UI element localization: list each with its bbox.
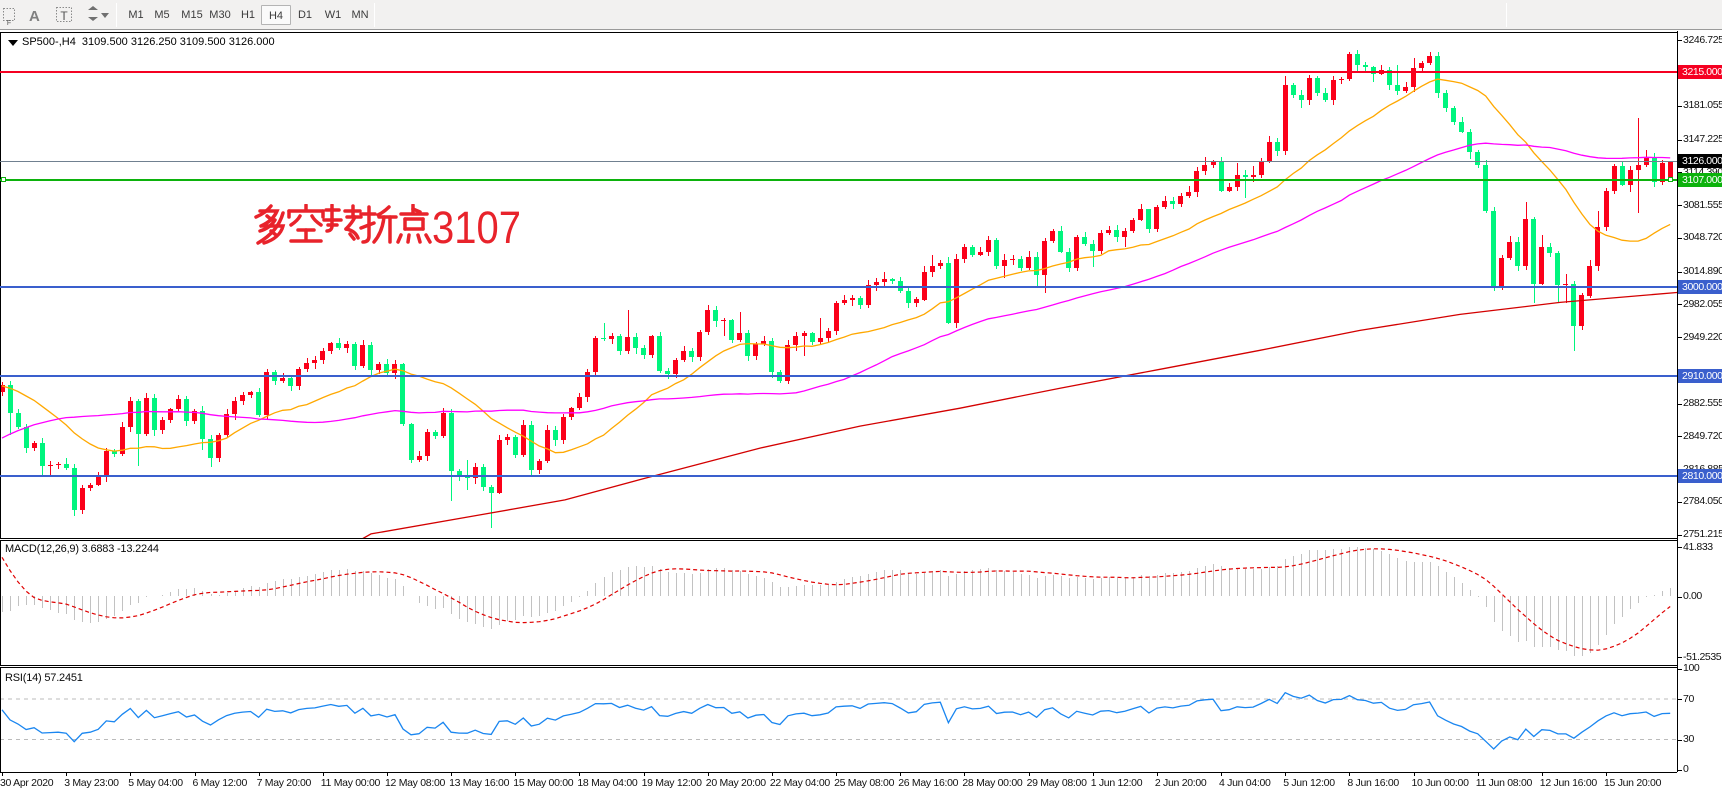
svg-text:F: F: [7, 20, 11, 27]
svg-text:T: T: [60, 9, 68, 23]
svg-text:3107: 3107: [432, 204, 521, 248]
svg-text:A: A: [29, 8, 40, 25]
